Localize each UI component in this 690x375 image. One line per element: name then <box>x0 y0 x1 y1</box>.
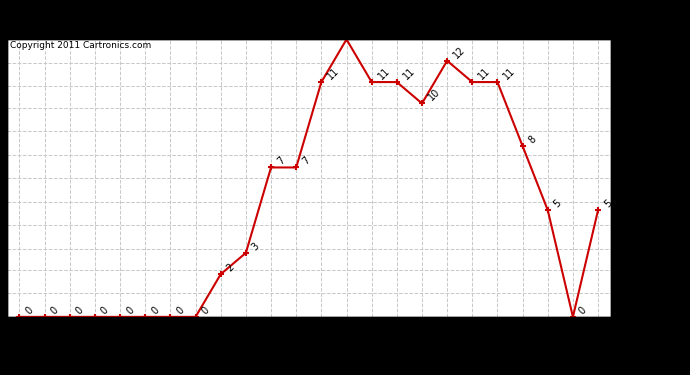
Text: 0: 0 <box>199 305 211 316</box>
Text: 11: 11 <box>401 66 417 81</box>
Text: 0: 0 <box>577 305 589 316</box>
Text: 11: 11 <box>326 66 342 81</box>
Text: 0: 0 <box>124 305 136 316</box>
Text: Copyright 2011 Cartronics.com: Copyright 2011 Cartronics.com <box>10 41 151 50</box>
Text: 2: 2 <box>225 262 237 273</box>
Text: Wind Speed Hourly High (Last 24 Hours) 20110626: Wind Speed Hourly High (Last 24 Hours) 2… <box>150 14 540 29</box>
Text: 0: 0 <box>74 305 86 316</box>
Text: 0: 0 <box>175 305 186 316</box>
Text: 7: 7 <box>275 155 287 166</box>
Text: 0: 0 <box>49 305 60 316</box>
Text: 12: 12 <box>451 44 467 60</box>
Text: 8: 8 <box>526 134 538 146</box>
Text: 13: 13 <box>351 23 366 39</box>
Text: 11: 11 <box>477 66 492 81</box>
Text: 0: 0 <box>23 305 35 316</box>
Text: 10: 10 <box>426 87 442 103</box>
Text: 3: 3 <box>250 241 262 252</box>
Text: 0: 0 <box>99 305 110 316</box>
Text: 7: 7 <box>300 155 312 166</box>
Text: 5: 5 <box>602 198 613 209</box>
Text: 0: 0 <box>150 305 161 316</box>
Text: 11: 11 <box>376 66 391 81</box>
Text: 5: 5 <box>552 198 564 209</box>
Text: 11: 11 <box>502 66 518 81</box>
